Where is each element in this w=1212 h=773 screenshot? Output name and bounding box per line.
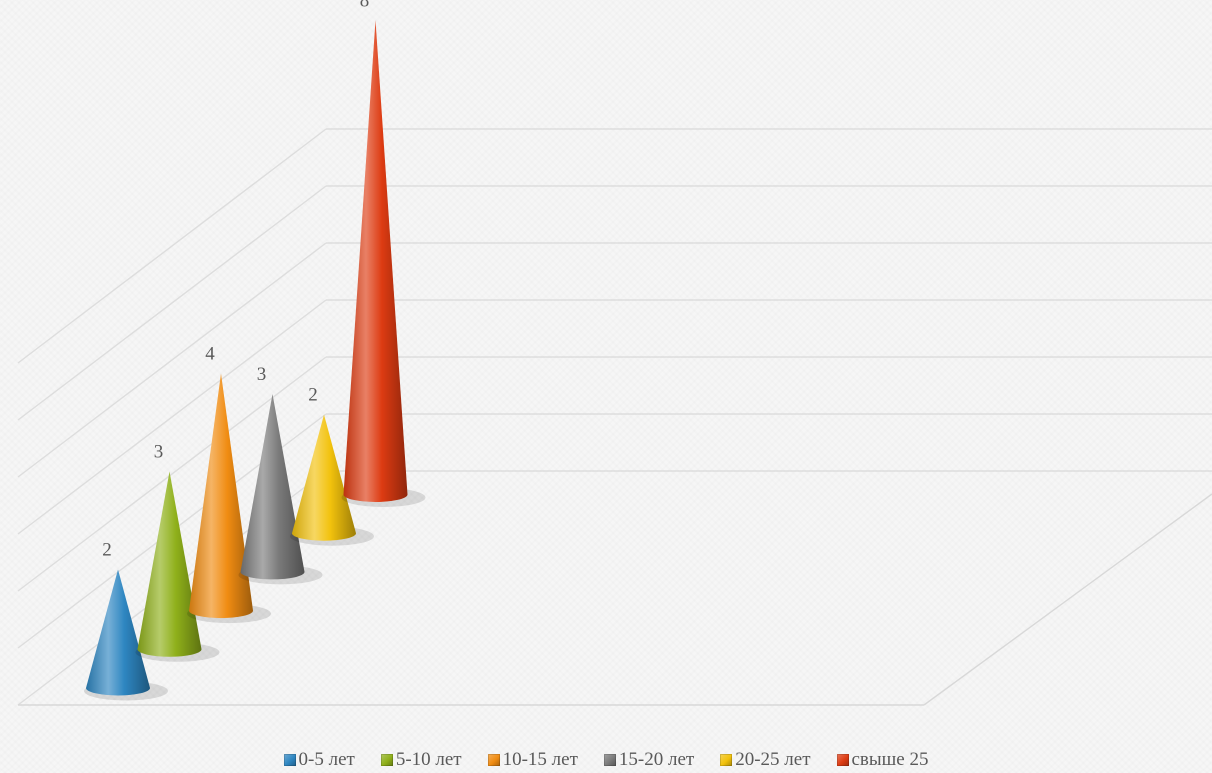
floor-right-edge: [923, 493, 1212, 706]
legend-label: 20-25 лет: [735, 749, 811, 770]
legend-label: 10-15 лет: [502, 749, 578, 770]
chart-plot: 2 3 4 3 2 8: [17, 0, 1212, 706]
cone-5: [290, 414, 374, 546]
cone-body: [137, 471, 202, 657]
legend-label: 15-20 лет: [618, 749, 695, 770]
legend-item: 0-5 лет: [283, 747, 355, 773]
cone-1: [84, 569, 168, 701]
data-label: 4: [205, 343, 215, 364]
legend-swatch: [603, 754, 616, 766]
gridline-diagonal: [17, 299, 327, 535]
data-label: 3: [257, 364, 267, 385]
data-label: 2: [308, 385, 318, 406]
cone-body: [86, 569, 150, 696]
cone-2: [135, 471, 220, 662]
legend-label: 0-5 лет: [298, 749, 355, 770]
cone-body: [292, 414, 356, 541]
legend-item: 15-20 лет: [603, 747, 695, 773]
cone-body: [240, 394, 305, 580]
legend-label: свыше 25: [851, 749, 929, 770]
legend-swatch: [720, 754, 733, 766]
cone-body: [189, 373, 253, 619]
legend-swatch: [487, 754, 500, 766]
legend-swatch: [836, 754, 849, 766]
data-label: 2: [102, 539, 112, 560]
cone-3: [187, 373, 271, 624]
data-label: 3: [154, 441, 164, 462]
gridline-diagonal: [17, 128, 327, 364]
data-labels: 2 3 4 3 2 8: [102, 0, 369, 560]
cone-body: [343, 20, 408, 502]
gridline-diagonal: [17, 185, 327, 421]
legend-label: 5-10 лет: [395, 749, 462, 770]
legend-item: 20-25 лет: [720, 747, 811, 773]
gridlines: [17, 128, 1212, 706]
legend-item: 5-10 лет: [380, 747, 462, 773]
legend-item: свыше 25: [836, 747, 929, 773]
legend-item: 10-15 лет: [487, 747, 578, 773]
legend-swatch: [380, 754, 393, 766]
data-label: 8: [360, 0, 370, 11]
gridline-diagonal: [17, 356, 327, 592]
cone-series: [84, 20, 426, 701]
legend-swatch: [283, 754, 296, 766]
cone-6: [341, 20, 426, 507]
legend: 0-5 лет 5-10 лет 10-15 лет 15-20 лет 20-25 л…: [0, 747, 1212, 773]
cone-4: [238, 394, 323, 585]
gridline-diagonal: [17, 242, 327, 478]
